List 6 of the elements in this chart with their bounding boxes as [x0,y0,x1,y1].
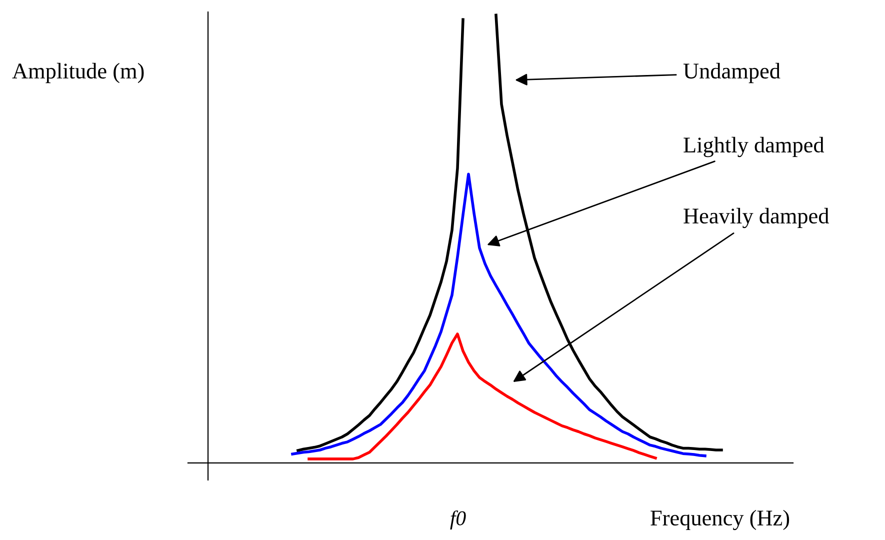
annotation: Heavily damped [684,208,829,228]
annotation: Undamped [683,62,780,84]
x-axis-title: Frequency (Hz) [650,510,790,530]
annotation: Lightly damped [684,136,824,158]
text: Amplitude (m) [12,62,144,84]
text: f0 [450,510,466,530]
